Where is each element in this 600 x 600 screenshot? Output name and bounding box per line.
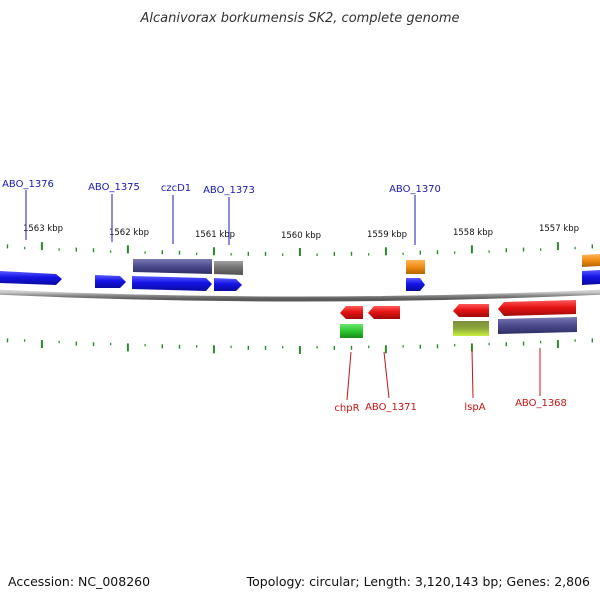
gene-abo1375[interactable] xyxy=(95,275,126,288)
kbp-label-1562: 1562 kbp xyxy=(109,228,149,238)
gene-abo1370[interactable] xyxy=(406,278,425,291)
kbp-scale: 1563 kbp 1562 kbp 1561 kbp 1560 kbp 1559… xyxy=(23,224,579,241)
label-abo1371[interactable]: ABO_1371 xyxy=(365,402,417,413)
gene-lspa[interactable] xyxy=(453,304,489,317)
label-abo1375[interactable]: ABO_1375 xyxy=(88,182,140,193)
cog-bar-czcd1[interactable] xyxy=(133,259,212,274)
genome-summary-text: Topology: circular; Length: 3,120,143 bp… xyxy=(246,574,590,589)
label-abo1370[interactable]: ABO_1370 xyxy=(389,184,441,195)
kbp-label-1557: 1557 kbp xyxy=(539,224,579,234)
forward-gene-labels: ABO_1376 ABO_1375 czcD1 ABO_1373 ABO_137… xyxy=(2,179,441,245)
reverse-gene-track xyxy=(340,300,576,319)
reverse-strand-ticks xyxy=(6,338,593,354)
kbp-label-1560: 1560 kbp xyxy=(281,231,321,241)
forward-gene-track xyxy=(0,270,600,291)
label-abo1368[interactable]: ABO_1368 xyxy=(515,398,567,409)
gene-edge-right[interactable] xyxy=(582,270,600,285)
kbp-label-1558: 1558 kbp xyxy=(453,228,493,238)
forward-cog-track xyxy=(133,254,600,275)
cog-bar-abo1370[interactable] xyxy=(406,260,425,274)
gene-czcd1[interactable] xyxy=(132,276,212,291)
label-abo1373[interactable]: ABO_1373 xyxy=(203,185,255,196)
accession-text: Accession: NC_008260 xyxy=(8,574,150,589)
label-abo1376[interactable]: ABO_1376 xyxy=(2,179,54,190)
cog-bar-lspa[interactable] xyxy=(453,321,489,336)
gene-abo1373[interactable] xyxy=(214,278,242,291)
leader-chpr xyxy=(346,351,352,401)
kbp-label-1563: 1563 kbp xyxy=(23,224,63,234)
cog-bar-chpr[interactable] xyxy=(340,324,363,338)
gene-abo1371[interactable] xyxy=(368,306,400,319)
cog-bar-abo1368[interactable] xyxy=(498,317,577,334)
genome-backbone xyxy=(0,289,600,302)
leader-lspa xyxy=(471,349,474,399)
label-chpr[interactable]: chpR xyxy=(334,403,359,414)
gene-abo1368[interactable] xyxy=(498,300,576,316)
genome-title: Alcanivorax borkumensis SK2, complete ge… xyxy=(139,11,459,26)
kbp-label-1561: 1561 kbp xyxy=(195,230,235,240)
leader-abo1371 xyxy=(383,351,390,399)
forward-strand-ticks xyxy=(6,242,593,256)
kbp-label-1559: 1559 kbp xyxy=(367,230,407,240)
reverse-cog-track xyxy=(340,317,577,338)
gene-chpr[interactable] xyxy=(340,306,363,319)
cog-bar-edge-right[interactable] xyxy=(582,254,600,267)
label-czcd1[interactable]: czcD1 xyxy=(161,183,191,194)
label-lspa[interactable]: lspA xyxy=(464,402,485,413)
cog-bar-abo1373[interactable] xyxy=(214,261,243,275)
reverse-gene-labels: chpR ABO_1371 lspA ABO_1368 xyxy=(334,348,567,414)
gene-abo1376[interactable] xyxy=(0,271,62,285)
